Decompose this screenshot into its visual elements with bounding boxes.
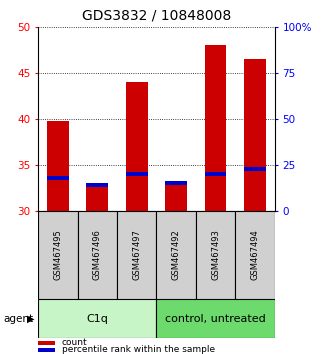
Text: GSM467497: GSM467497 <box>132 229 141 280</box>
Bar <box>244 59 266 211</box>
Bar <box>165 183 187 211</box>
Bar <box>86 183 108 187</box>
Bar <box>156 211 196 299</box>
Text: agent: agent <box>3 314 33 324</box>
Text: control, untreated: control, untreated <box>165 314 266 324</box>
Bar <box>205 45 226 211</box>
Bar <box>126 172 148 176</box>
Text: GSM467492: GSM467492 <box>171 229 181 280</box>
Text: percentile rank within the sample: percentile rank within the sample <box>62 345 215 354</box>
Bar <box>38 211 77 299</box>
Bar <box>47 121 69 211</box>
Bar <box>38 348 55 353</box>
Bar <box>38 341 55 345</box>
Text: GSM467496: GSM467496 <box>93 229 102 280</box>
Text: count: count <box>62 338 87 347</box>
Bar <box>196 211 235 299</box>
Bar <box>156 299 275 338</box>
Bar <box>235 211 275 299</box>
Text: ▶: ▶ <box>27 314 35 324</box>
Text: GSM467494: GSM467494 <box>251 229 260 280</box>
Text: C1q: C1q <box>86 314 108 324</box>
Bar <box>205 172 226 176</box>
Text: GSM467493: GSM467493 <box>211 229 220 280</box>
Bar <box>117 211 156 299</box>
Bar <box>77 211 117 299</box>
Bar <box>38 299 156 338</box>
Bar <box>244 167 266 171</box>
Bar <box>86 185 108 211</box>
Bar <box>165 181 187 185</box>
Text: GSM467495: GSM467495 <box>53 229 62 280</box>
Bar <box>126 82 148 211</box>
Title: GDS3832 / 10848008: GDS3832 / 10848008 <box>82 8 231 23</box>
Bar <box>47 176 69 181</box>
